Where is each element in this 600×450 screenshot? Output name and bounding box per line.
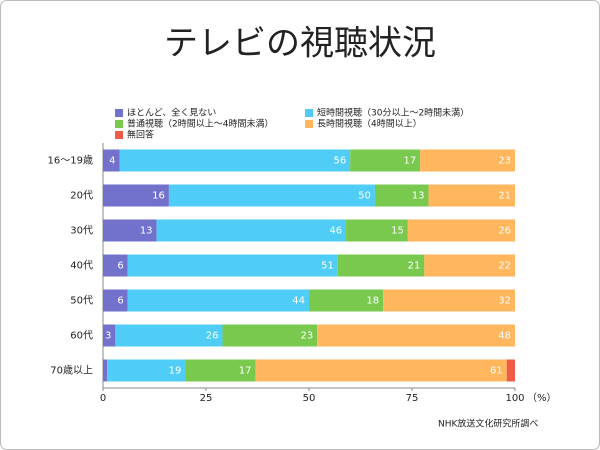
bar-segment — [127, 289, 309, 312]
data-label: 51 — [321, 261, 334, 272]
y-tick-label: 70歳以上 — [50, 365, 93, 377]
legend-label: ほとんど、全く見ない — [127, 107, 216, 119]
bar-segment — [383, 289, 515, 312]
bar-segment — [337, 254, 425, 277]
data-label: 44 — [292, 296, 305, 307]
bar-segment — [407, 219, 515, 242]
bar-segment — [424, 254, 515, 277]
bar-segment — [103, 184, 169, 207]
data-label: 46 — [329, 226, 342, 237]
data-label: 4 — [109, 156, 115, 167]
bar-segment — [428, 184, 515, 207]
bar-segment — [317, 324, 515, 347]
y-tick-label: 40代 — [70, 260, 93, 272]
data-label: 23 — [498, 156, 511, 167]
legend-swatch — [305, 109, 313, 117]
bar-segment — [119, 149, 351, 172]
data-label: 17 — [239, 366, 252, 377]
data-label: 13 — [412, 191, 425, 202]
y-tick-label: 60代 — [70, 330, 93, 342]
bar-segment — [506, 359, 515, 382]
data-label: 23 — [301, 331, 314, 342]
data-label: 6 — [117, 261, 123, 272]
x-tick-label: 75 — [406, 393, 419, 404]
x-tick-label: 50 — [303, 393, 316, 404]
y-tick-label: 20代 — [70, 190, 93, 202]
legend-label: 無回答 — [127, 129, 154, 141]
data-label: 15 — [391, 226, 404, 237]
data-label: 32 — [498, 296, 511, 307]
bar-segment — [309, 289, 384, 312]
data-label: 16 — [152, 191, 165, 202]
data-label: 18 — [366, 296, 379, 307]
y-tick-label: 30代 — [70, 225, 93, 237]
data-label: 21 — [408, 261, 421, 272]
bar-segment — [168, 184, 375, 207]
x-tick-label: 100 — [505, 393, 524, 404]
bar-segment — [222, 324, 318, 347]
x-tick-label: 0 — [100, 393, 106, 404]
bar-segment — [374, 184, 429, 207]
legend-swatch — [115, 109, 123, 117]
bar-segment — [185, 359, 256, 382]
data-label: 13 — [140, 226, 153, 237]
y-tick-label: 16～19歳 — [48, 155, 93, 167]
data-label: 26 — [498, 226, 511, 237]
bar-segment — [103, 254, 128, 277]
bar-segment — [420, 149, 515, 172]
data-label: 3 — [105, 331, 111, 342]
bar-segment — [103, 219, 157, 242]
bar-segment — [115, 324, 223, 347]
data-label: 26 — [206, 331, 219, 342]
source: NHK放送文化研究所調べ — [438, 418, 538, 430]
data-label: 61 — [490, 366, 503, 377]
bar-segment — [103, 359, 108, 382]
bar-segment — [346, 219, 408, 242]
data-label: 22 — [498, 261, 511, 272]
y-tick-label: 50代 — [70, 295, 93, 307]
bar-segment — [127, 254, 338, 277]
legend-label: 短時間視聴（30分以上～2時間未満） — [317, 107, 469, 119]
data-label: 48 — [498, 331, 511, 342]
bar-segment — [107, 359, 186, 382]
data-label: 21 — [498, 191, 511, 202]
legend-swatch — [115, 131, 123, 139]
bar-segment — [103, 149, 120, 172]
legend-label: 普通視聴（2時間以上～4時間未満） — [127, 118, 273, 130]
legend-label: 長時間視聴（4時間以上） — [317, 118, 422, 130]
x-tick-label: 25 — [200, 393, 213, 404]
bar-segment — [156, 219, 347, 242]
x-unit: （%） — [527, 392, 557, 404]
legend-swatch — [115, 120, 123, 128]
data-label: 2 — [516, 366, 522, 377]
data-label: 6 — [117, 296, 123, 307]
bar-segment — [103, 289, 128, 312]
bar-segment — [255, 359, 507, 382]
legend-swatch — [305, 120, 313, 128]
bar-segment — [350, 149, 421, 172]
data-label: 19 — [169, 366, 182, 377]
bar-segment — [103, 324, 116, 347]
data-label: 56 — [333, 156, 346, 167]
data-label: 17 — [404, 156, 417, 167]
chart-title: テレビの視聴状況 — [164, 24, 436, 64]
data-label: 50 — [358, 191, 371, 202]
